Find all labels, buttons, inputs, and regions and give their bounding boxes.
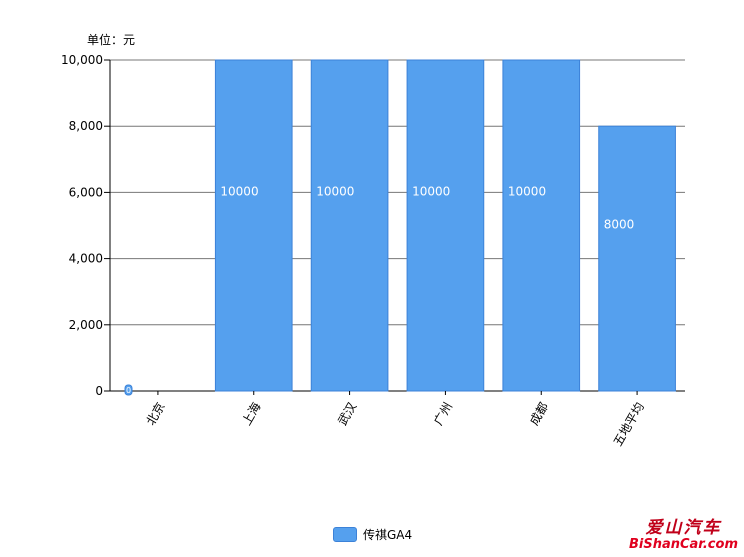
x-tick-label: 北京 bbox=[144, 400, 168, 428]
y-tick-label: 8,000 bbox=[69, 119, 103, 133]
y-tick-label: 2,000 bbox=[69, 318, 103, 332]
watermark-line-2: BiShanCar.com bbox=[628, 537, 738, 553]
x-tick-label: 武汉 bbox=[335, 400, 359, 428]
watermark-line-1: 爱山汽车 bbox=[645, 517, 722, 538]
y-tick-label: 0 bbox=[95, 384, 103, 398]
x-tick-label: 广州 bbox=[431, 400, 455, 428]
bar-value-label: 0 bbox=[126, 386, 131, 395]
legend-label: 传祺GA4 bbox=[363, 528, 413, 542]
bar-value-label: 10000 bbox=[316, 185, 354, 199]
bar bbox=[406, 59, 485, 392]
bar-value-label: 10000 bbox=[412, 185, 450, 199]
bar-value-label: 10000 bbox=[220, 185, 258, 199]
watermark-logo: 爱山汽车 BiShanCar.com bbox=[628, 517, 738, 553]
bar bbox=[502, 59, 581, 392]
bar bbox=[598, 125, 676, 392]
bar bbox=[310, 59, 389, 392]
unit-label: 单位：元 bbox=[87, 33, 136, 47]
y-tick-label: 6,000 bbox=[69, 185, 103, 199]
x-tick-label: 五地平均 bbox=[611, 400, 647, 449]
bar bbox=[214, 59, 293, 392]
legend-swatch bbox=[333, 527, 357, 542]
x-tick-label: 上海 bbox=[239, 399, 264, 427]
bar-value-bubble bbox=[124, 384, 133, 396]
y-tick-label: 4,000 bbox=[69, 252, 103, 266]
y-tick-label: 10,000 bbox=[61, 53, 103, 67]
bar-value-label: 8000 bbox=[604, 218, 635, 232]
legend[interactable]: 传祺GA4 bbox=[333, 526, 412, 543]
x-tick-label: 成都 bbox=[527, 400, 551, 428]
bar-value-label: 10000 bbox=[508, 185, 546, 199]
